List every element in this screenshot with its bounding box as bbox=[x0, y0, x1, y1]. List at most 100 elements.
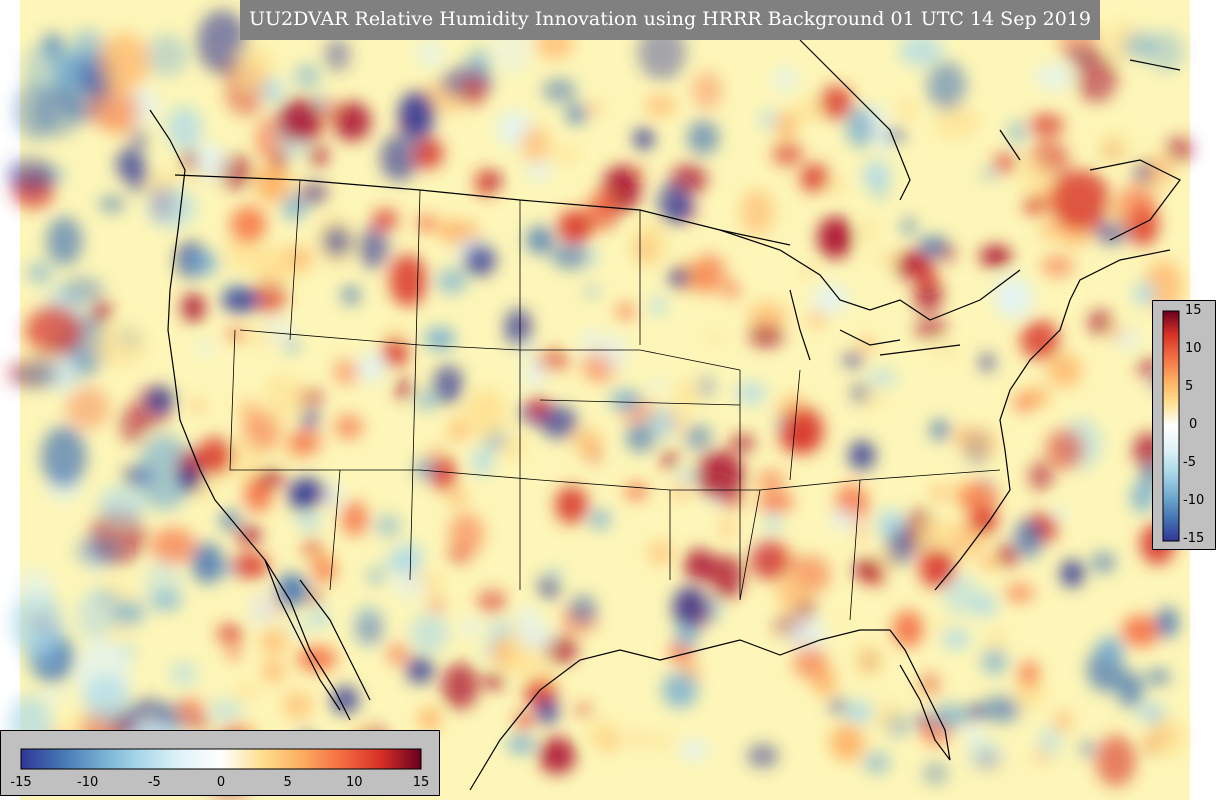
field-blob bbox=[758, 491, 794, 513]
field-blob bbox=[822, 176, 848, 196]
field-feature bbox=[750, 540, 790, 580]
field-blob bbox=[1008, 120, 1026, 144]
field-blob bbox=[729, 434, 756, 452]
field-blob bbox=[485, 172, 502, 188]
field-blob bbox=[589, 103, 601, 115]
field-blob bbox=[704, 330, 725, 345]
field-feature bbox=[1096, 636, 1124, 664]
field-blob bbox=[236, 525, 262, 545]
field-blob bbox=[587, 190, 618, 217]
field-blob bbox=[282, 194, 307, 221]
field-blob bbox=[254, 275, 286, 316]
field-blob bbox=[516, 621, 552, 651]
field-blob bbox=[931, 620, 946, 631]
field-blob bbox=[933, 101, 972, 141]
colorbar-h-tick: 0 bbox=[217, 775, 225, 790]
field-blob bbox=[387, 322, 403, 343]
colorbar-h-tick: -15 bbox=[10, 775, 31, 790]
field-blob bbox=[775, 112, 797, 141]
field-feature bbox=[406, 656, 434, 684]
field-blob bbox=[852, 382, 869, 404]
field-blob bbox=[387, 643, 409, 665]
field-blob bbox=[194, 341, 216, 355]
field-blob bbox=[257, 469, 285, 487]
field-blob bbox=[837, 614, 852, 623]
field-blob bbox=[334, 414, 363, 440]
field-feature bbox=[278, 98, 322, 142]
mexico-gulf-coast bbox=[469, 629, 890, 791]
field-blob bbox=[304, 180, 326, 206]
field-blob bbox=[520, 125, 551, 164]
field-feature bbox=[930, 420, 950, 440]
field-blob bbox=[765, 512, 782, 534]
field-feature bbox=[220, 510, 240, 530]
field-blob bbox=[225, 439, 262, 483]
field-blob bbox=[294, 63, 320, 89]
colorbar-tick: 15 bbox=[1185, 303, 1202, 318]
field-blob bbox=[630, 733, 645, 743]
field-blob bbox=[234, 683, 260, 700]
field-blob bbox=[314, 95, 328, 111]
field-blob bbox=[964, 704, 987, 722]
field-blob bbox=[290, 622, 307, 633]
field-blob bbox=[650, 379, 667, 391]
field-blob bbox=[854, 529, 868, 538]
field-blob bbox=[6, 158, 56, 192]
field-blob bbox=[507, 735, 536, 754]
field-blob bbox=[430, 599, 444, 612]
field-blob bbox=[358, 352, 385, 383]
field-blob bbox=[43, 687, 66, 705]
field-blob bbox=[830, 510, 857, 529]
field-blob bbox=[979, 556, 999, 569]
field-blob bbox=[468, 387, 503, 417]
hudson-bay-coast bbox=[799, 39, 1181, 201]
field-blob bbox=[846, 701, 873, 723]
state-boundaries bbox=[229, 179, 1001, 621]
field-blob bbox=[418, 707, 441, 732]
field-blob bbox=[276, 572, 304, 609]
field-blob bbox=[829, 724, 865, 761]
field-blob bbox=[571, 428, 603, 455]
field-blob bbox=[772, 142, 804, 166]
field-blob bbox=[398, 91, 435, 140]
field-blob bbox=[551, 243, 590, 270]
field-blob bbox=[968, 740, 1002, 770]
field-blob bbox=[588, 716, 617, 748]
field-feature bbox=[464, 244, 496, 276]
field-blob bbox=[555, 486, 589, 524]
colorbar-horizontal: -15 -10 -5 0 5 10 15 bbox=[0, 730, 440, 796]
field-blob bbox=[234, 44, 275, 88]
field-blob bbox=[424, 327, 456, 351]
field-blob bbox=[783, 407, 824, 454]
field-blob bbox=[865, 569, 886, 587]
field-blob bbox=[681, 740, 708, 760]
field-blob bbox=[649, 540, 672, 566]
field-blob bbox=[181, 293, 206, 323]
field-blob bbox=[942, 629, 970, 649]
field-blob bbox=[170, 661, 197, 686]
field-blob bbox=[383, 551, 419, 573]
field-feature bbox=[197, 437, 233, 473]
field-blob bbox=[1133, 163, 1154, 182]
east-coast bbox=[934, 249, 1171, 591]
field-blob bbox=[1156, 607, 1179, 638]
field-blob bbox=[538, 574, 560, 600]
field-blob bbox=[812, 284, 849, 314]
field-blob bbox=[289, 267, 302, 282]
field-blob bbox=[272, 152, 288, 169]
colorbar-tick: -5 bbox=[1183, 455, 1196, 470]
field-feature bbox=[1020, 320, 1060, 360]
field-blob bbox=[899, 98, 916, 122]
field-blob bbox=[261, 76, 285, 105]
field-blob bbox=[15, 568, 54, 601]
field-blob bbox=[1028, 461, 1053, 491]
field-blob bbox=[166, 106, 203, 151]
field-blob bbox=[913, 278, 943, 313]
field-blob bbox=[302, 538, 322, 558]
field-blob bbox=[1041, 254, 1074, 278]
field-blob bbox=[476, 589, 508, 614]
field-feature bbox=[662, 672, 698, 708]
field-feature bbox=[526, 226, 554, 254]
field-blob bbox=[76, 591, 114, 641]
